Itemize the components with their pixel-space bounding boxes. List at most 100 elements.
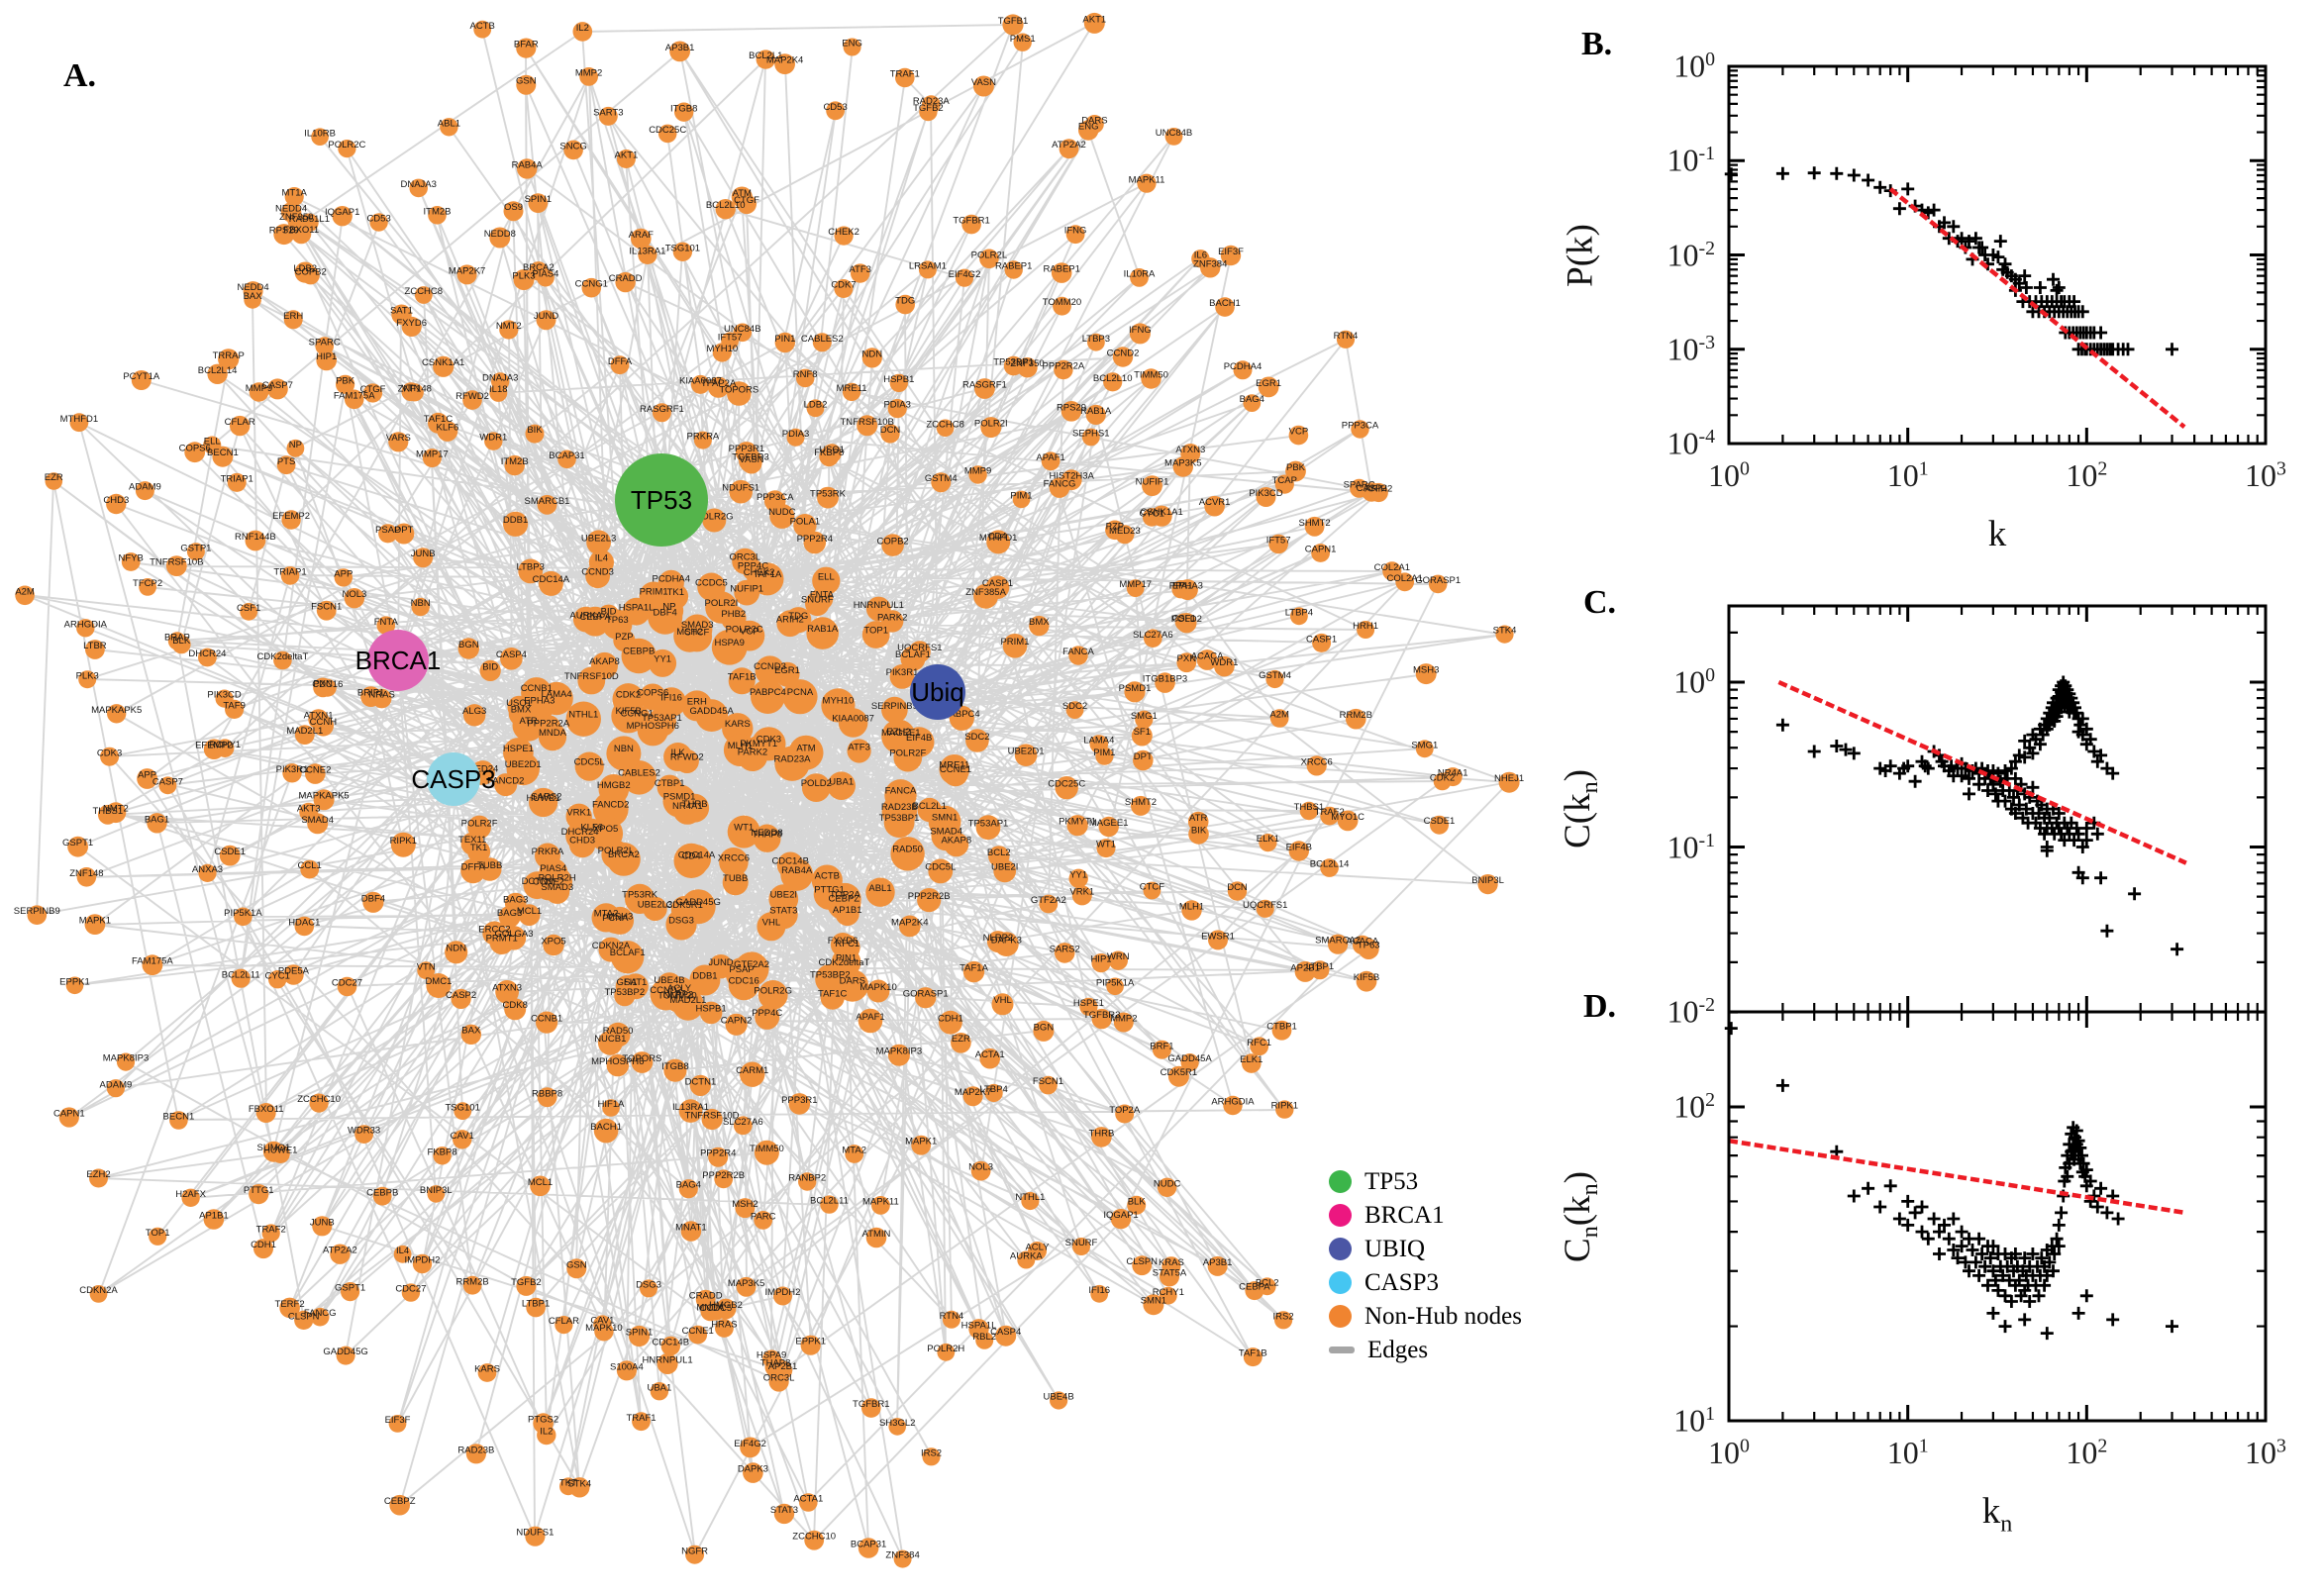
hub-node-brca1 <box>367 630 429 691</box>
network-node <box>1233 360 1253 380</box>
network-node <box>708 954 734 979</box>
network-node <box>513 269 535 290</box>
network-node <box>1091 1127 1112 1147</box>
network-node <box>795 368 815 388</box>
network-node <box>699 1001 723 1025</box>
network-node <box>1135 710 1154 729</box>
network-node <box>563 140 583 160</box>
x-tick-label: 103 <box>2245 457 2286 493</box>
network-node-label: STAT5A <box>1153 1267 1187 1278</box>
network-node-label: SMAD3 <box>541 882 573 893</box>
network-node-label: FBXO11 <box>283 225 319 236</box>
network-node-label: GADD45G <box>675 897 720 908</box>
network-node <box>865 877 895 907</box>
network-node-label: CHEK2 <box>828 227 859 238</box>
network-node-label: ACACA <box>1191 651 1224 662</box>
network-node <box>788 1093 811 1115</box>
network-node-label: TSG101 <box>446 1102 480 1113</box>
minor-ticks <box>1729 606 2266 1012</box>
network-node-label: TNFRSF10B <box>841 417 894 428</box>
network-node-label: IL6 <box>1194 249 1207 260</box>
network-node-label: CASP2 <box>1357 483 1387 494</box>
network-node-label: TAF1C <box>818 988 848 999</box>
network-node-label: MYO1C <box>1331 812 1364 823</box>
network-node-label: MMP9 <box>964 466 991 477</box>
network-node-label: VHL <box>993 995 1011 1006</box>
network-node-label: RBBP8 <box>532 1088 562 1099</box>
network-node-label: CHEK2 <box>744 567 775 578</box>
network-node-label: PZP <box>1106 521 1124 532</box>
network-node-label: DBF4 <box>654 607 677 618</box>
network-node <box>1271 1020 1292 1041</box>
network-node <box>266 378 288 400</box>
network-node-label: EFEMP2 <box>195 741 233 751</box>
network-node <box>888 1418 906 1436</box>
network-node-label: CHD3 <box>103 495 129 506</box>
network-node <box>465 1444 486 1464</box>
network-node <box>543 934 564 956</box>
network-node <box>1108 950 1129 970</box>
network-node-label: BRCA2 <box>608 849 640 860</box>
network-node-label: GSTM4 <box>925 473 958 484</box>
network-node-label: ACVR1 <box>1199 497 1231 508</box>
network-node-label: PMS1 <box>1010 34 1036 45</box>
network-node-label: TNFRSF10D <box>685 1111 740 1122</box>
network-node-label: CEBPA <box>579 612 611 623</box>
network-node-label: THAP8 <box>760 1358 791 1369</box>
network-node-label: NUDC <box>1154 1178 1181 1189</box>
network-node-label: YY1 <box>654 654 671 665</box>
network-node-label: UQCRFS1 <box>897 643 942 653</box>
network-node <box>1395 572 1415 592</box>
network-node-label: POLR2I <box>974 419 1008 430</box>
network-node <box>1176 652 1197 673</box>
network-node <box>1014 744 1038 766</box>
network-node-label: ZCCHC10 <box>792 1532 836 1543</box>
network-node-label: CDK3 <box>757 735 781 746</box>
network-node-label: CSF1 <box>237 603 260 614</box>
network-node <box>499 320 519 340</box>
network-node-label: TGFBR1 <box>953 216 989 227</box>
network-node <box>800 1335 821 1355</box>
network-node <box>889 373 908 393</box>
network-node <box>965 729 989 752</box>
network-node-label: PARK2 <box>877 612 907 623</box>
network-node <box>184 442 206 463</box>
network-node <box>819 447 840 467</box>
network-node-label: CCND3 <box>581 567 614 578</box>
network-node <box>1004 260 1023 279</box>
network-node-label: RCHY1 <box>1153 1287 1184 1298</box>
network-node <box>411 597 430 617</box>
network-node-label: SLC27A6 <box>1133 630 1173 641</box>
network-node-label: AP1B1 <box>833 905 862 916</box>
network-node <box>276 455 296 475</box>
network-node-label: CAPN1 <box>1305 545 1337 555</box>
network-node <box>820 1195 839 1214</box>
network-node-label: UBE4B <box>654 975 684 986</box>
network-node <box>89 1285 108 1303</box>
network-node-label: MAPK8IP3 <box>876 1047 922 1057</box>
network-node-label: HDAC1 <box>288 918 320 929</box>
network-node-label: H2AFX <box>175 1189 206 1200</box>
fit-line-B <box>1888 187 2186 429</box>
network-node-label: TP53RK <box>810 489 847 500</box>
network-node <box>628 1325 651 1347</box>
network-node-label: PPP2R2B <box>702 1170 745 1181</box>
network-node <box>918 260 937 279</box>
network-node-label: CDK5R1 <box>1161 1067 1198 1078</box>
network-node-label: NDUFS1 <box>516 1528 554 1539</box>
network-node-label: NGFR <box>681 1546 708 1556</box>
network-node-label: LTBP1 <box>1306 961 1334 972</box>
network-node-label: MNDA <box>539 728 567 739</box>
network-node-label: BECN1 <box>163 1112 195 1123</box>
network-node-label: BIK <box>527 425 543 436</box>
network-node-label: MAGEE1 <box>881 728 921 739</box>
network-node <box>1477 874 1498 895</box>
network-node-label: MRE11 <box>939 760 969 771</box>
network-node-label: BCL2 <box>1256 1277 1279 1288</box>
network-node <box>453 1130 472 1149</box>
network-node <box>1079 997 1098 1016</box>
network-node-label: A2M <box>15 586 35 597</box>
network-node <box>1215 297 1235 317</box>
network-node-label: POLR2C <box>726 625 763 636</box>
network-node-label: PSMD1 <box>663 791 696 802</box>
